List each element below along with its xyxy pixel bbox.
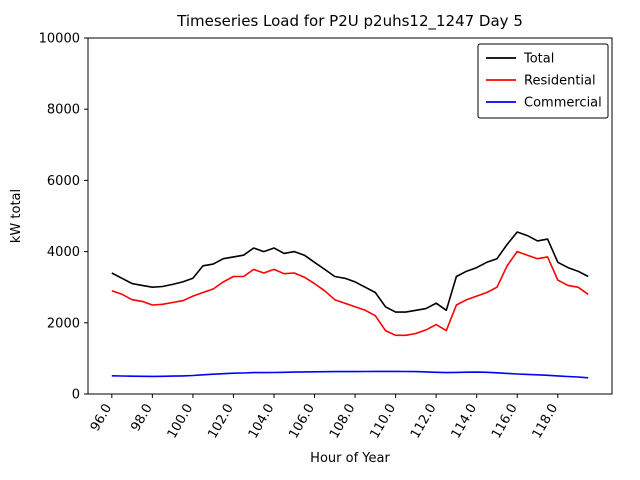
y-tick-label: 4000 [47,245,80,260]
y-tick-label: 10000 [39,32,80,47]
x-tick-label: 118.0 [530,402,562,442]
series-line-residential [111,250,589,337]
x-tick-label: 100.0 [165,402,197,442]
x-tick-label: 116.0 [489,402,521,442]
legend-label-total: Total [523,52,554,67]
x-tick-label: 96.0 [88,402,115,435]
chart-title: Timeseries Load for P2U p2uhs12_1247 Day… [176,12,523,31]
y-tick-label: 0 [72,388,80,403]
y-tick-label: 8000 [47,103,80,118]
x-tick-label: 108.0 [327,402,359,442]
x-tick-label: 106.0 [286,402,318,442]
x-tick-label: 98.0 [128,402,155,435]
plot-area: 0 2000 4000 6000 8000 10000 96.0 98.0 100.0 102.0… [39,32,613,442]
x-tick-label: 104.0 [246,402,278,442]
legend-box [477,43,609,119]
legend-label-commercial: Commercial [524,96,602,111]
x-tick-label: 110.0 [367,402,399,442]
x-tick-label: 102.0 [205,402,237,442]
series-line-commercial [111,370,589,379]
y-axis-label: kW total [9,189,24,243]
x-axis-label: Hour of Year [310,451,390,466]
y-tick-label: 6000 [47,174,80,189]
y-tick-label: 2000 [47,316,80,331]
legend-label-residential: Residential [524,74,596,89]
x-tick-label: 112.0 [408,402,440,442]
x-tick-label: 114.0 [449,402,481,442]
series-line-total [111,231,589,313]
axes-frame [87,37,613,395]
